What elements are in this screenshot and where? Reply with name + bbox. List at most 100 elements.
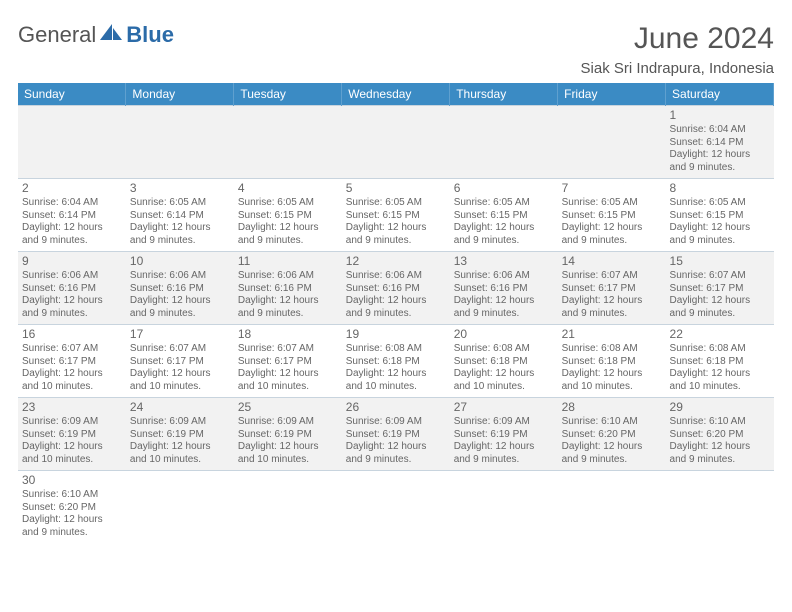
sunset-line: Sunset: 6:16 PM <box>346 283 446 296</box>
day-number: 16 <box>22 327 122 342</box>
day-number: 26 <box>346 400 446 415</box>
sunrise-line: Sunrise: 6:08 AM <box>670 343 770 356</box>
calendar-empty <box>450 106 558 179</box>
daylight-line: Daylight: 12 hours and 9 minutes. <box>22 222 122 247</box>
day-number: 19 <box>346 327 446 342</box>
sunrise-line: Sunrise: 6:08 AM <box>454 343 554 356</box>
calendar-empty <box>666 471 774 544</box>
calendar-day: 10Sunrise: 6:06 AMSunset: 6:16 PMDayligh… <box>126 252 234 325</box>
sunset-line: Sunset: 6:17 PM <box>238 356 338 369</box>
sunrise-line: Sunrise: 6:05 AM <box>346 197 446 210</box>
calendar-week: 23Sunrise: 6:09 AMSunset: 6:19 PMDayligh… <box>18 398 774 471</box>
sunrise-line: Sunrise: 6:06 AM <box>130 270 230 283</box>
daylight-line: Daylight: 12 hours and 9 minutes. <box>562 441 662 466</box>
calendar-table: SundayMondayTuesdayWednesdayThursdayFrid… <box>18 83 774 543</box>
day-number: 14 <box>562 254 662 269</box>
calendar-day: 1Sunrise: 6:04 AMSunset: 6:14 PMDaylight… <box>666 106 774 179</box>
day-number: 8 <box>670 181 770 196</box>
calendar-day: 18Sunrise: 6:07 AMSunset: 6:17 PMDayligh… <box>234 325 342 398</box>
sunrise-line: Sunrise: 6:05 AM <box>130 197 230 210</box>
sunrise-line: Sunrise: 6:09 AM <box>346 416 446 429</box>
title-block: June 2024 Siak Sri Indrapura, Indonesia <box>581 22 774 77</box>
sunrise-line: Sunrise: 6:08 AM <box>346 343 446 356</box>
sunset-line: Sunset: 6:20 PM <box>562 429 662 442</box>
day-number: 21 <box>562 327 662 342</box>
sunset-line: Sunset: 6:16 PM <box>238 283 338 296</box>
sunrise-line: Sunrise: 6:06 AM <box>346 270 446 283</box>
day-number: 20 <box>454 327 554 342</box>
day-header: Monday <box>126 83 234 106</box>
sunrise-line: Sunrise: 6:10 AM <box>22 489 122 502</box>
sunrise-line: Sunrise: 6:09 AM <box>22 416 122 429</box>
daylight-line: Daylight: 12 hours and 10 minutes. <box>130 441 230 466</box>
daylight-line: Daylight: 12 hours and 9 minutes. <box>670 222 770 247</box>
calendar-empty <box>126 471 234 544</box>
calendar-day: 12Sunrise: 6:06 AMSunset: 6:16 PMDayligh… <box>342 252 450 325</box>
daylight-line: Daylight: 12 hours and 10 minutes. <box>346 368 446 393</box>
calendar-empty <box>558 106 666 179</box>
calendar-day: 22Sunrise: 6:08 AMSunset: 6:18 PMDayligh… <box>666 325 774 398</box>
sunrise-line: Sunrise: 6:07 AM <box>238 343 338 356</box>
day-header: Tuesday <box>234 83 342 106</box>
calendar-week: 16Sunrise: 6:07 AMSunset: 6:17 PMDayligh… <box>18 325 774 398</box>
day-header: Saturday <box>666 83 774 106</box>
daylight-line: Daylight: 12 hours and 10 minutes. <box>238 441 338 466</box>
calendar-day: 14Sunrise: 6:07 AMSunset: 6:17 PMDayligh… <box>558 252 666 325</box>
sunset-line: Sunset: 6:20 PM <box>22 502 122 515</box>
calendar-day: 23Sunrise: 6:09 AMSunset: 6:19 PMDayligh… <box>18 398 126 471</box>
sunrise-line: Sunrise: 6:07 AM <box>670 270 770 283</box>
day-number: 15 <box>670 254 770 269</box>
daylight-line: Daylight: 12 hours and 9 minutes. <box>562 222 662 247</box>
daylight-line: Daylight: 12 hours and 9 minutes. <box>670 149 770 174</box>
calendar-day: 20Sunrise: 6:08 AMSunset: 6:18 PMDayligh… <box>450 325 558 398</box>
day-number: 6 <box>454 181 554 196</box>
logo-text-b: Blue <box>126 24 174 46</box>
calendar-day: 29Sunrise: 6:10 AMSunset: 6:20 PMDayligh… <box>666 398 774 471</box>
sunset-line: Sunset: 6:15 PM <box>238 210 338 223</box>
calendar-head: SundayMondayTuesdayWednesdayThursdayFrid… <box>18 83 774 106</box>
day-number: 23 <box>22 400 122 415</box>
sunrise-line: Sunrise: 6:06 AM <box>22 270 122 283</box>
daylight-line: Daylight: 12 hours and 9 minutes. <box>670 295 770 320</box>
calendar-empty <box>126 106 234 179</box>
sunrise-line: Sunrise: 6:07 AM <box>130 343 230 356</box>
calendar-day: 5Sunrise: 6:05 AMSunset: 6:15 PMDaylight… <box>342 179 450 252</box>
daylight-line: Daylight: 12 hours and 9 minutes. <box>130 295 230 320</box>
daylight-line: Daylight: 12 hours and 9 minutes. <box>562 295 662 320</box>
calendar-day: 4Sunrise: 6:05 AMSunset: 6:15 PMDaylight… <box>234 179 342 252</box>
day-number: 25 <box>238 400 338 415</box>
daylight-line: Daylight: 12 hours and 9 minutes. <box>346 295 446 320</box>
day-number: 12 <box>346 254 446 269</box>
daylight-line: Daylight: 12 hours and 10 minutes. <box>562 368 662 393</box>
calendar-day: 8Sunrise: 6:05 AMSunset: 6:15 PMDaylight… <box>666 179 774 252</box>
daylight-line: Daylight: 12 hours and 9 minutes. <box>22 295 122 320</box>
calendar-empty <box>558 471 666 544</box>
calendar-day: 2Sunrise: 6:04 AMSunset: 6:14 PMDaylight… <box>18 179 126 252</box>
month-title: June 2024 <box>581 22 774 56</box>
calendar-week: 9Sunrise: 6:06 AMSunset: 6:16 PMDaylight… <box>18 252 774 325</box>
day-number: 18 <box>238 327 338 342</box>
daylight-line: Daylight: 12 hours and 10 minutes. <box>22 368 122 393</box>
day-number: 13 <box>454 254 554 269</box>
calendar-day: 7Sunrise: 6:05 AMSunset: 6:15 PMDaylight… <box>558 179 666 252</box>
calendar-day: 11Sunrise: 6:06 AMSunset: 6:16 PMDayligh… <box>234 252 342 325</box>
logo-text-a: General <box>18 24 96 46</box>
day-number: 1 <box>670 108 770 123</box>
day-header: Wednesday <box>342 83 450 106</box>
logo: General Blue <box>18 22 174 46</box>
sunrise-line: Sunrise: 6:08 AM <box>562 343 662 356</box>
daylight-line: Daylight: 12 hours and 10 minutes. <box>22 441 122 466</box>
day-number: 22 <box>670 327 770 342</box>
daylight-line: Daylight: 12 hours and 9 minutes. <box>454 295 554 320</box>
calendar-week: 30Sunrise: 6:10 AMSunset: 6:20 PMDayligh… <box>18 471 774 544</box>
sunrise-line: Sunrise: 6:05 AM <box>562 197 662 210</box>
daylight-line: Daylight: 12 hours and 9 minutes. <box>346 441 446 466</box>
calendar-empty <box>18 106 126 179</box>
calendar-day: 3Sunrise: 6:05 AMSunset: 6:14 PMDaylight… <box>126 179 234 252</box>
calendar-day: 6Sunrise: 6:05 AMSunset: 6:15 PMDaylight… <box>450 179 558 252</box>
sunrise-line: Sunrise: 6:05 AM <box>238 197 338 210</box>
day-number: 2 <box>22 181 122 196</box>
sunset-line: Sunset: 6:19 PM <box>22 429 122 442</box>
daylight-line: Daylight: 12 hours and 9 minutes. <box>454 222 554 247</box>
sunrise-line: Sunrise: 6:10 AM <box>670 416 770 429</box>
